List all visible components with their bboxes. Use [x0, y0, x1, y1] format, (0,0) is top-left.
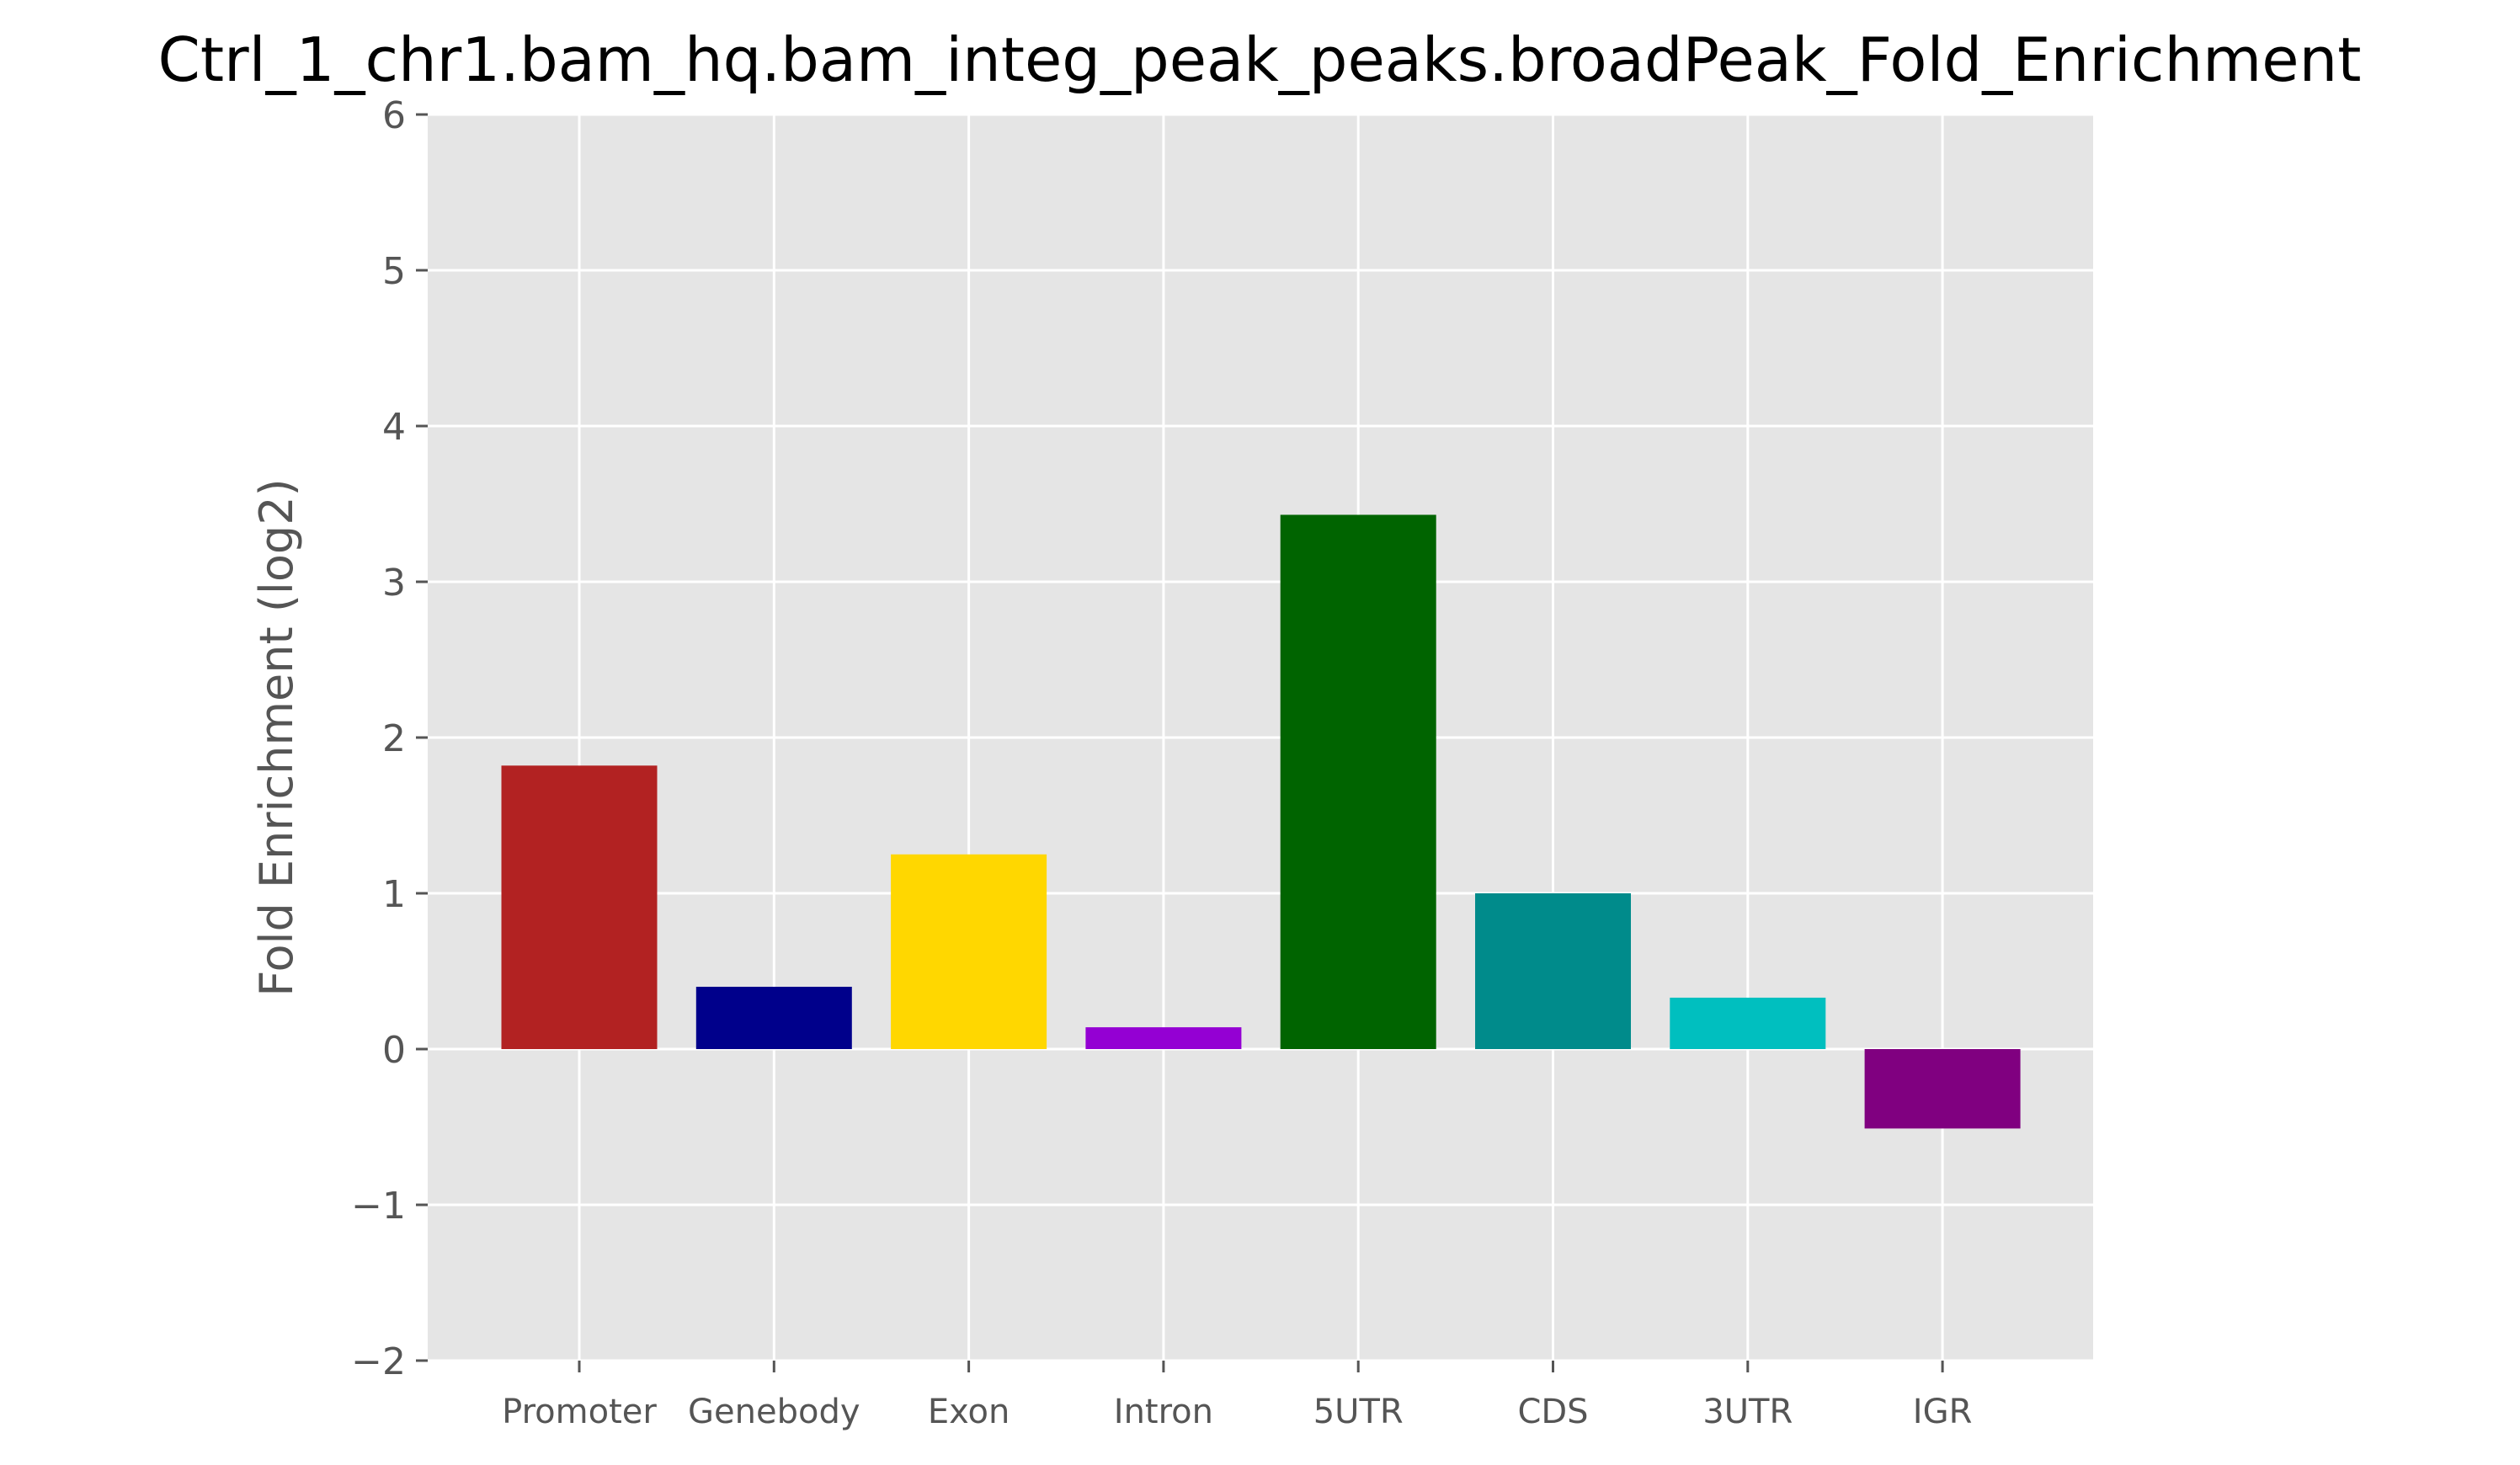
y-tick-label: 6: [382, 94, 406, 137]
y-tick-labels: −2 −1 0 1 2 3 4 5 6: [351, 94, 406, 1383]
x-tick-label: IGR: [1913, 1393, 1973, 1431]
y-axis-label: Fold Enrichment (log2): [250, 478, 303, 996]
y-tick-label: 2: [382, 717, 406, 760]
x-tick-label: Intron: [1114, 1393, 1213, 1431]
y-tick-label: −2: [351, 1340, 406, 1383]
x-tick-label: Genebody: [688, 1393, 860, 1431]
x-tick-label: CDS: [1517, 1393, 1588, 1431]
chart-title: Ctrl_1_chr1.bam_hq.bam_integ_peak_peaks.…: [158, 24, 2362, 95]
bar-intron: [1085, 1027, 1242, 1049]
axis-ticks: [416, 113, 1944, 1372]
bar-exon: [891, 854, 1047, 1049]
bar-genebody: [695, 987, 852, 1049]
x-tick-label: 3UTR: [1702, 1393, 1793, 1431]
bar-promoter: [501, 765, 658, 1049]
x-tick-label: Promoter: [502, 1393, 657, 1431]
y-tick-label: 4: [382, 406, 406, 449]
x-tick-label: Exon: [928, 1393, 1010, 1431]
bar-3utr: [1670, 997, 1826, 1049]
bar-cds: [1475, 893, 1631, 1049]
bar-5utr: [1280, 514, 1436, 1049]
grid-lines: [428, 113, 2093, 1362]
y-tick-label: −1: [351, 1185, 406, 1228]
y-tick-label: 5: [382, 250, 406, 293]
x-tick-label: 5UTR: [1313, 1393, 1404, 1431]
x-tick-labels: Promoter Genebody Exon Intron 5UTR CDS 3UTR IGR: [502, 1393, 1972, 1431]
y-tick-label: 0: [382, 1029, 406, 1072]
bars: [501, 514, 2021, 1129]
y-tick-label: 3: [382, 562, 406, 605]
y-tick-label: 1: [382, 873, 406, 916]
bar-igr: [1864, 1049, 2021, 1129]
